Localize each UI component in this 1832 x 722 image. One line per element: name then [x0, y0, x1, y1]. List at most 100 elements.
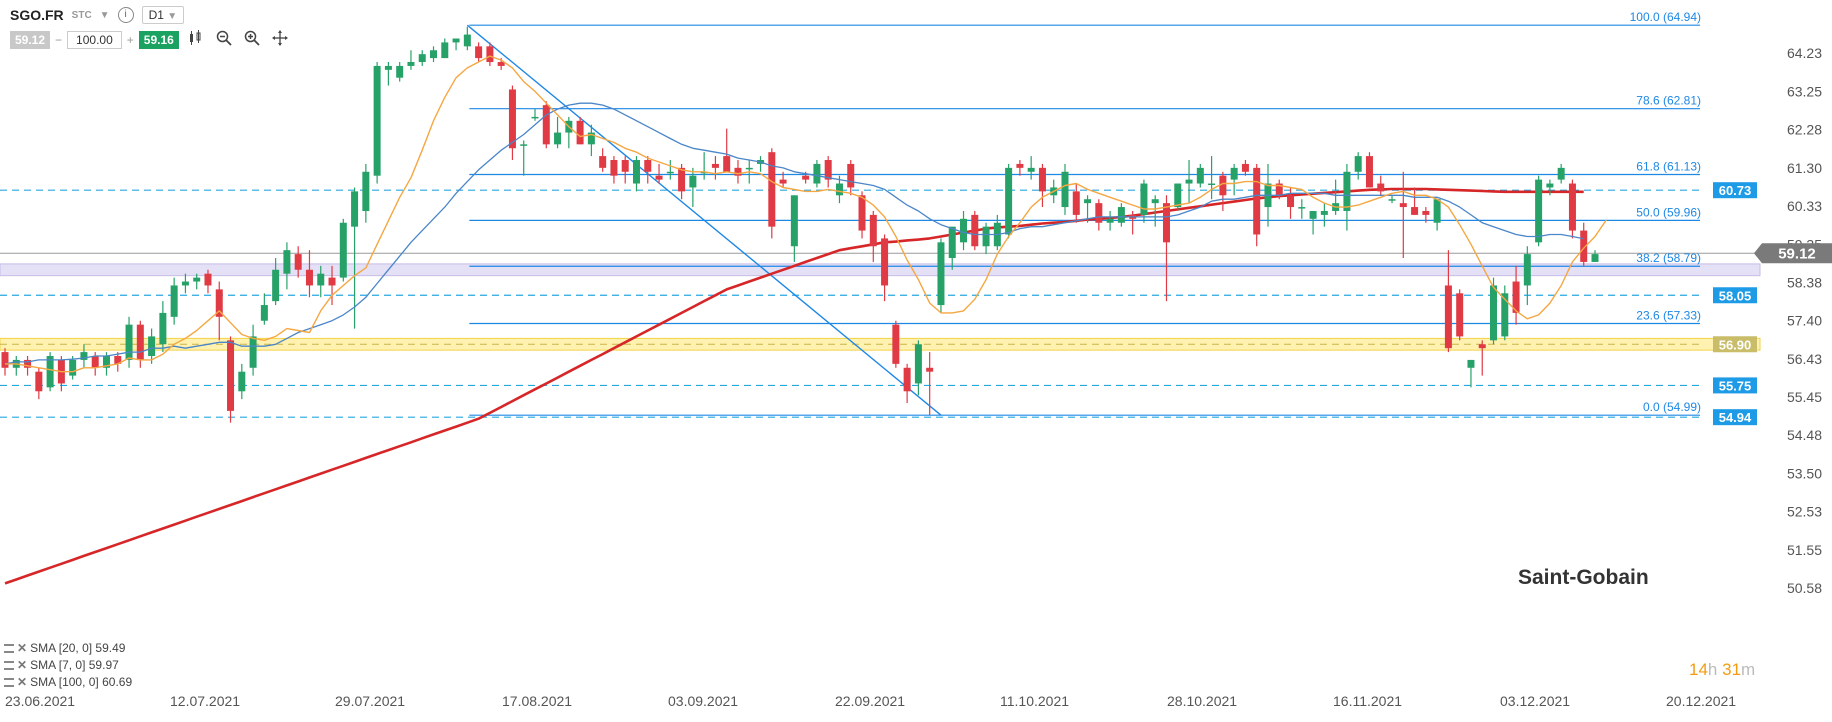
y-tick-label: 53.50 — [1787, 466, 1822, 482]
candle-body — [339, 222, 347, 278]
candle-body — [1456, 293, 1464, 337]
candle-body — [1422, 210, 1430, 215]
zoom-out-icon[interactable] — [213, 30, 235, 50]
level-tag: 54.94 — [1713, 409, 1757, 426]
candle — [1456, 289, 1464, 341]
candle — [926, 352, 934, 415]
symbol-name[interactable]: SGO.FR — [10, 7, 64, 23]
candle — [407, 50, 415, 70]
x-tick-label: 20.12.2021 — [1666, 693, 1736, 709]
candle-body — [204, 273, 212, 286]
candle — [1309, 210, 1317, 235]
candle-body — [1309, 210, 1317, 219]
candle-body — [1084, 199, 1092, 204]
candle — [452, 38, 460, 51]
candle-body — [1388, 199, 1396, 201]
timer-minutes: 31 — [1722, 660, 1742, 679]
candle — [1523, 246, 1531, 306]
candle — [362, 163, 370, 223]
candle — [305, 250, 313, 298]
increase-quantity-button[interactable]: + — [126, 33, 134, 47]
candle — [1388, 195, 1396, 204]
candle — [1354, 152, 1362, 180]
candle — [418, 50, 426, 66]
candle — [971, 210, 979, 251]
timeframe-select[interactable]: D1 ▼ — [141, 6, 185, 24]
candle-body — [666, 171, 674, 174]
candles-icon[interactable] — [185, 30, 207, 50]
candle-body — [102, 356, 110, 368]
candle — [1433, 199, 1441, 231]
zoom-in-icon[interactable] — [241, 30, 263, 50]
level-tag-bg — [1713, 182, 1757, 199]
candle — [170, 277, 178, 325]
candle-body — [1535, 179, 1543, 243]
last-price-tag: 59.12 — [1754, 243, 1832, 264]
candle — [1546, 179, 1554, 196]
indicator-legend: ✕ SMA [20, 0] 59.49 ✕ SMA [7, 0] 59.97 ✕ SM… — [4, 640, 132, 691]
y-tick-label: 54.48 — [1787, 427, 1822, 443]
candle-body — [1501, 293, 1509, 337]
fib-level-label: 50.0 (59.96) — [1636, 205, 1701, 219]
candle-body — [678, 167, 686, 192]
chevron-down-icon[interactable]: ▼ — [99, 9, 110, 21]
candle-body — [1219, 175, 1227, 196]
y-tick-label: 52.53 — [1787, 504, 1822, 520]
candle — [1016, 160, 1024, 176]
candle — [1241, 160, 1249, 176]
sell-price-button[interactable]: 59.12 — [10, 31, 51, 49]
quantity-input[interactable]: 100.00 — [67, 31, 122, 49]
candle — [982, 222, 990, 255]
close-icon[interactable]: ✕ — [17, 675, 28, 689]
candle-body — [136, 324, 144, 360]
candle — [396, 62, 404, 82]
candle — [565, 116, 573, 149]
legend-item-sma7[interactable]: ✕ SMA [7, 0] 59.97 — [4, 657, 132, 674]
candle — [576, 116, 584, 145]
candle-body — [1162, 203, 1170, 243]
close-icon[interactable]: ✕ — [17, 641, 28, 655]
info-icon[interactable]: i — [117, 7, 134, 23]
legend-item-sma20[interactable]: ✕ SMA [20, 0] 59.49 — [4, 640, 132, 657]
candle — [272, 258, 280, 306]
candle-body — [418, 54, 426, 63]
candle-body — [1106, 218, 1114, 223]
candle-body — [1343, 171, 1351, 211]
settings-icon[interactable] — [4, 644, 14, 653]
level-tag-bg — [1713, 377, 1757, 394]
candle — [441, 38, 449, 59]
candle — [903, 363, 911, 404]
candle-body — [1241, 163, 1249, 172]
close-icon[interactable]: ✕ — [17, 658, 28, 672]
buy-price-button[interactable]: 59.16 — [138, 31, 179, 49]
legend-item-sma100[interactable]: ✕ SMA [100, 0] 60.69 — [4, 674, 132, 691]
candle-body — [452, 38, 460, 43]
candle — [1174, 183, 1182, 211]
candle-body — [531, 116, 539, 119]
candle — [80, 344, 88, 368]
candle — [689, 167, 697, 208]
candle — [937, 238, 945, 313]
candle-body — [260, 305, 268, 321]
candle-body — [1433, 199, 1441, 223]
candle-body — [1546, 183, 1554, 188]
settings-icon[interactable] — [4, 678, 14, 687]
chevron-down-icon: ▼ — [167, 11, 178, 22]
candle-body — [272, 269, 280, 302]
crosshair-icon[interactable] — [269, 30, 291, 50]
candle — [779, 171, 787, 188]
chart-watermark: Saint-Gobain — [1518, 566, 1649, 589]
candle-body — [621, 160, 629, 172]
candle — [204, 269, 212, 294]
candle-body — [69, 359, 77, 376]
candle-body — [1467, 359, 1475, 368]
decrease-quantity-button[interactable]: − — [55, 33, 63, 47]
candle-body — [520, 144, 528, 146]
candle — [869, 210, 877, 262]
candle — [813, 160, 821, 188]
candle — [159, 301, 167, 353]
settings-icon[interactable] — [4, 661, 14, 670]
price-tag-bg — [1754, 243, 1832, 264]
candle — [1377, 175, 1385, 196]
